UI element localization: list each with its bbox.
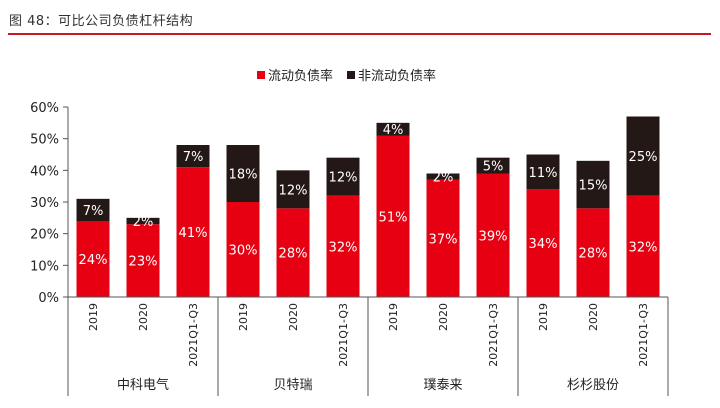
y-tick-label: 60% <box>30 101 59 116</box>
bar-noncurrent-liability <box>176 145 210 168</box>
legend-swatch-2 <box>347 71 355 79</box>
data-label-noncurrent: 2% <box>133 215 154 230</box>
bar-current-liability <box>326 195 360 297</box>
chart-legend: 流动负债率 非流动负债率 <box>257 68 436 84</box>
y-tick-label: 10% <box>30 259 59 274</box>
legend-label-2: 非流动负债率 <box>358 68 436 84</box>
group-label: 杉杉股份 <box>567 378 619 393</box>
x-tick-label: 2020 <box>437 303 450 331</box>
x-tick-label: 2019 <box>537 303 550 331</box>
y-tick-label: 40% <box>30 164 59 179</box>
y-tick-label: 20% <box>30 228 59 243</box>
data-label-current: 32% <box>329 240 358 255</box>
bar-current-liability <box>276 208 310 297</box>
data-label-current: 28% <box>579 247 608 262</box>
bar-noncurrent-liability <box>276 170 310 209</box>
bar-noncurrent-liability <box>626 116 660 196</box>
data-label-current: 41% <box>179 226 208 241</box>
data-label-current: 51% <box>379 210 408 225</box>
data-label-noncurrent: 5% <box>483 160 504 175</box>
bar-current-liability <box>476 173 510 297</box>
data-label-current: 32% <box>629 240 658 255</box>
title-divider <box>8 33 711 35</box>
x-tick-label: 2021Q1-Q3 <box>187 303 200 367</box>
data-label-current: 34% <box>529 237 558 252</box>
x-tick-label: 2020 <box>287 303 300 331</box>
x-tick-label: 2021Q1-Q3 <box>337 303 350 367</box>
bar-current-liability <box>576 208 610 297</box>
chart-bars: 24% 7% 23% 2% 41% 7% 30% 18% 28% 12% 32% 12% 51% 4% 37… <box>76 116 660 297</box>
data-label-current: 39% <box>479 229 508 244</box>
bar-noncurrent-liability <box>376 122 410 136</box>
data-label-current: 28% <box>279 247 308 262</box>
x-tick-label: 2020 <box>137 303 150 331</box>
data-label-noncurrent: 7% <box>83 204 104 219</box>
data-label-noncurrent: 2% <box>433 171 454 186</box>
x-tick-label: 2021Q1-Q3 <box>637 303 650 367</box>
bar-current-liability <box>376 135 410 297</box>
bar-current-liability <box>526 189 560 297</box>
data-label-noncurrent: 7% <box>183 150 204 165</box>
x-tick-label: 2019 <box>87 303 100 331</box>
x-tick-label: 2019 <box>237 303 250 331</box>
data-label-current: 37% <box>429 232 458 247</box>
data-label-noncurrent: 12% <box>279 183 308 198</box>
data-label-noncurrent: 18% <box>229 168 258 183</box>
bar-current-liability <box>426 179 460 297</box>
legend-swatch-1 <box>257 71 265 79</box>
bar-current-liability <box>76 221 110 297</box>
bar-current-liability <box>176 167 210 297</box>
chart-axes: 0% 10% 20% 30% 40% 50% 60% <box>30 101 69 306</box>
data-label-current: 23% <box>129 255 158 270</box>
y-tick-label: 0% <box>38 291 59 306</box>
x-tick-label: 2021Q1-Q3 <box>487 303 500 367</box>
bar-current-liability <box>626 195 660 297</box>
legend-label-1: 流动负债率 <box>268 68 333 84</box>
bar-noncurrent-liability <box>576 160 610 209</box>
bar-noncurrent-liability <box>226 145 260 202</box>
data-label-noncurrent: 25% <box>629 150 658 165</box>
data-label-noncurrent: 12% <box>329 171 358 186</box>
bar-noncurrent-liability <box>126 217 160 225</box>
group-label: 中科电气 <box>117 377 169 393</box>
bar-noncurrent-liability <box>526 154 560 190</box>
data-label-current: 30% <box>229 244 258 259</box>
bar-noncurrent-liability <box>426 173 460 180</box>
bar-noncurrent-liability <box>476 157 510 174</box>
x-axis: 2019 2020 2021Q1-Q3 2019 2020 2021Q1-Q3 2019 20… <box>67 296 669 396</box>
group-label: 贝特瑞 <box>273 378 312 393</box>
data-label-noncurrent: 4% <box>383 123 404 138</box>
x-tick-label: 2019 <box>387 303 400 331</box>
x-tick-label: 2020 <box>587 303 600 331</box>
y-tick-label: 50% <box>30 133 59 148</box>
figure-title: 图 48：可比公司负债杠杆结构 <box>9 14 194 29</box>
group-label: 璞泰来 <box>423 378 462 393</box>
bar-noncurrent-liability <box>76 198 110 221</box>
data-label-noncurrent: 15% <box>579 179 608 194</box>
data-label-current: 24% <box>79 253 108 268</box>
data-label-noncurrent: 11% <box>529 166 558 181</box>
y-tick-label: 30% <box>30 196 59 211</box>
bar-noncurrent-liability <box>326 157 360 196</box>
bar-current-liability <box>126 224 160 297</box>
bar-current-liability <box>226 202 260 297</box>
